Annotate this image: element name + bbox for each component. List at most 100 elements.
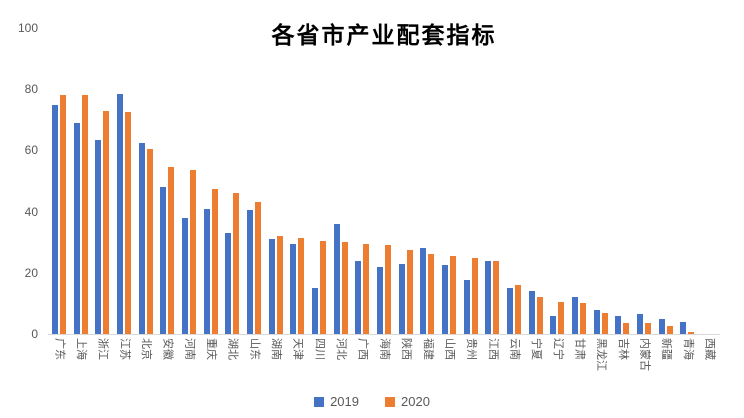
bar-2019-广西 (355, 260, 362, 334)
category-slot-天津 (286, 28, 308, 334)
x-axis-label-cell: 河北 (330, 338, 352, 392)
category-slot-贵州 (460, 28, 482, 334)
bar-2019-山东 (246, 210, 253, 334)
x-axis-category-label: 吉林 (616, 338, 629, 360)
bar-2019-江苏 (116, 93, 123, 334)
bar-2020-宁夏 (536, 297, 543, 334)
bar-2020-云南 (514, 285, 521, 334)
bar-2019-上海 (73, 122, 80, 334)
x-axis-label-cell: 上海 (70, 338, 92, 392)
category-slot-辽宁 (546, 28, 568, 334)
bar-2019-江西 (485, 260, 492, 334)
x-axis-label-cell: 内蒙古 (633, 338, 655, 392)
bar-2019-湖北 (225, 233, 232, 334)
x-axis-category-label: 上海 (75, 338, 87, 360)
category-slot-福建 (416, 28, 438, 334)
x-axis-category-label: 宁夏 (530, 338, 543, 360)
chart-title: 各省市产业配套指标 (271, 22, 497, 48)
x-axis-category-label: 福建 (421, 338, 434, 360)
y-axis-tick-label: 60 (24, 143, 38, 158)
x-axis-label-cell: 山东 (243, 338, 265, 392)
category-slot-云南 (503, 28, 525, 334)
bar-2020-陕西 (406, 249, 413, 334)
x-axis-category-label: 贵州 (465, 338, 478, 360)
bar-2020-重庆 (211, 188, 218, 334)
plot-area (48, 28, 720, 335)
bar-2019-甘肃 (571, 297, 578, 334)
bar-2019-北京 (138, 142, 145, 334)
bar-2019-青海 (680, 321, 687, 334)
x-axis-label-cell: 福建 (416, 338, 438, 392)
bar-2020-上海 (81, 95, 88, 334)
bar-2020-山西 (449, 255, 456, 334)
legend-label-2020: 2020 (401, 394, 430, 409)
x-axis-category-label: 西藏 (703, 338, 716, 360)
x-axis-category-label: 浙江 (96, 338, 109, 360)
category-slot-湖南 (265, 28, 287, 334)
x-axis-label-cell: 重庆 (200, 338, 222, 392)
bar-2020-海南 (384, 245, 391, 334)
bar-2019-海南 (376, 266, 383, 334)
bar-2020-吉林 (623, 323, 630, 334)
bar-2019-黑龙江 (593, 309, 600, 334)
bar-2019-新疆 (658, 318, 665, 334)
y-axis-tick-label: 0 (31, 327, 38, 341)
x-axis-line (48, 334, 720, 335)
bar-2020-江西 (493, 260, 500, 334)
x-axis-category-label: 江苏 (118, 338, 131, 360)
x-axis-category-label: 辽宁 (551, 338, 564, 360)
x-axis-label-cell: 北京 (135, 338, 157, 392)
category-slot-山西 (438, 28, 460, 334)
x-axis-label-cell: 湖北 (221, 338, 243, 392)
x-axis-label-cell: 新疆 (655, 338, 677, 392)
bar-2019-内蒙古 (636, 314, 643, 334)
bar-2019-辽宁 (550, 315, 557, 334)
x-axis-category-label: 重庆 (205, 338, 218, 360)
category-slot-青海 (676, 28, 698, 334)
bar-2019-安徽 (160, 187, 167, 334)
category-slot-重庆 (200, 28, 222, 334)
bar-2020-湖北 (233, 193, 240, 334)
x-axis-category-label: 内蒙古 (638, 338, 651, 371)
category-slot-上海 (70, 28, 92, 334)
y-axis-tick-label: 100 (17, 21, 38, 35)
x-axis-category-label: 陕西 (400, 338, 413, 360)
x-axis-category-label: 湖南 (270, 338, 283, 360)
category-slot-浙江 (91, 28, 113, 334)
bar-2019-河南 (181, 217, 188, 334)
x-axis-label-cell: 海南 (373, 338, 395, 392)
category-slot-北京 (135, 28, 157, 334)
bar-2019-四川 (311, 288, 318, 334)
bar-2020-福建 (428, 254, 435, 334)
category-slot-黑龙江 (590, 28, 612, 334)
x-axis-category-label: 山东 (248, 338, 261, 360)
bar-2019-吉林 (615, 315, 622, 334)
x-axis-category-label: 天津 (291, 338, 304, 360)
bar-2020-河北 (341, 242, 348, 334)
category-slot-河南 (178, 28, 200, 334)
bar-2020-新疆 (666, 326, 673, 334)
x-axis-label-cell: 河南 (178, 338, 200, 392)
x-axis-labels: 广东 上海 浙江 江苏 北京 安徽 河南 重庆 湖北 山东 湖南 天津 四川 河北 广西 海南 陕西 福建 山西 贵州… (48, 338, 720, 392)
bar-2019-广东 (51, 104, 58, 334)
category-slot-内蒙古 (633, 28, 655, 334)
x-axis-category-label: 江西 (486, 338, 499, 360)
legend-swatch-2019-icon (314, 396, 325, 407)
legend: 2019 2020 (0, 394, 744, 409)
category-slot-江苏 (113, 28, 135, 334)
x-axis-label-cell: 吉林 (611, 338, 633, 392)
category-slot-山东 (243, 28, 265, 334)
bar-2020-内蒙古 (644, 323, 651, 334)
x-axis-label-cell: 青海 (676, 338, 698, 392)
bar-2020-黑龙江 (601, 312, 608, 334)
legend-item-2019: 2019 (314, 394, 359, 409)
x-axis-label-cell: 天津 (286, 338, 308, 392)
x-axis-category-label: 新疆 (660, 338, 673, 360)
x-axis-label-cell: 宁夏 (525, 338, 547, 392)
x-axis-label-cell: 湖南 (265, 338, 287, 392)
legend-label-2019: 2019 (330, 394, 359, 409)
bar-2020-河南 (189, 170, 196, 334)
category-slot-西藏 (698, 28, 720, 334)
